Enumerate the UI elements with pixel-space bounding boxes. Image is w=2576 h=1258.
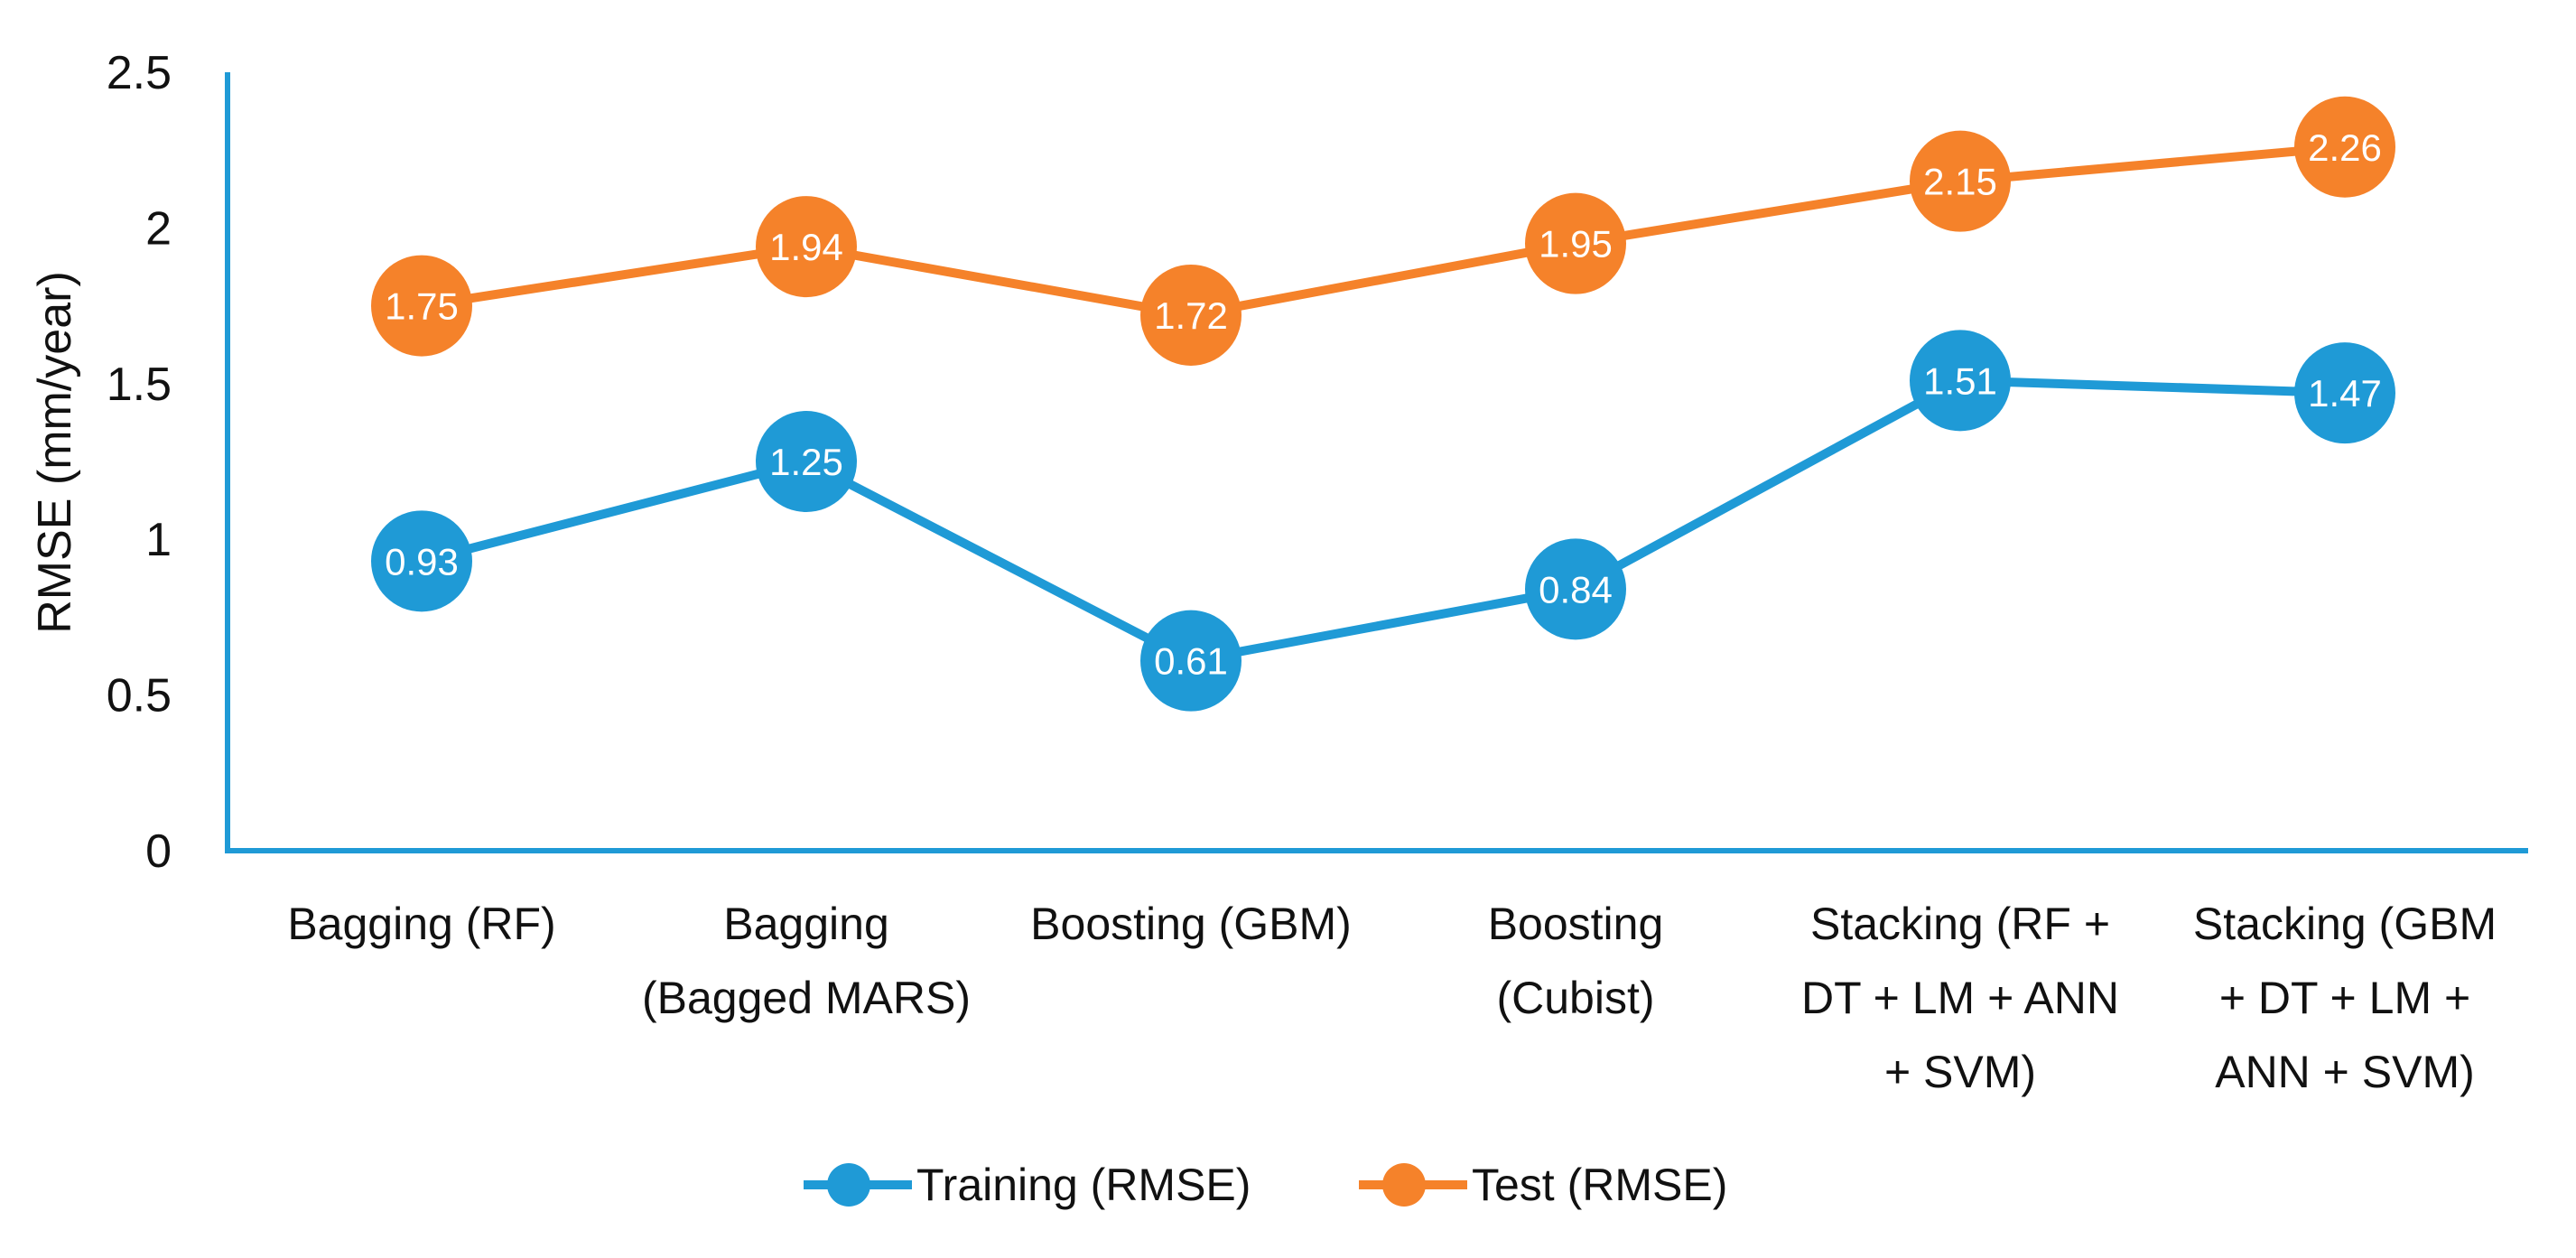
data-label: 0.93 xyxy=(385,540,459,582)
data-label: 1.72 xyxy=(1154,294,1228,337)
data-label: 1.25 xyxy=(769,441,843,483)
legend: Training (RMSE) Test (RMSE) xyxy=(804,1160,1727,1210)
x-tick-label-line: DT + LM + ANN xyxy=(1801,973,2119,1023)
data-point xyxy=(1140,264,1242,366)
x-tick-label-line: Boosting xyxy=(1488,899,1664,949)
data-label: 0.61 xyxy=(1154,640,1228,683)
x-tick-label-line: Stacking (GBM xyxy=(2193,899,2497,949)
series-layer: 0.93 1.25 0.61 0.84 1.51 1.47 1.75 1.94 1.72 1.95… xyxy=(371,96,2395,712)
series-line xyxy=(417,142,2349,320)
data-label: 1.51 xyxy=(1923,359,1997,402)
x-tick-label-line: ANN + SVM) xyxy=(2215,1047,2475,1097)
x-tick-label: Bagging (Bagged MARS) xyxy=(642,899,971,1023)
x-tick-label-line: (Bagged MARS) xyxy=(642,973,971,1023)
series-training-rmse: 0.93 1.25 0.61 0.84 1.51 1.47 xyxy=(371,330,2395,712)
y-tick-label: 1 xyxy=(145,514,172,566)
data-label: 1.94 xyxy=(769,226,843,268)
x-tick-label-line: Boosting (GBM) xyxy=(1030,899,1352,949)
data-point xyxy=(1910,330,2011,432)
x-tick-label-line: Bagging xyxy=(723,899,889,949)
y-tick-label: 0.5 xyxy=(107,670,172,722)
data-point xyxy=(2294,342,2395,444)
x-tick-label: Bagging (RF) xyxy=(287,899,555,949)
data-label: 0.84 xyxy=(1539,568,1613,610)
x-tick-label: Boosting (Cubist) xyxy=(1488,899,1664,1023)
legend-marker xyxy=(827,1163,870,1207)
legend-marker xyxy=(1382,1163,1426,1207)
y-tick-label: 2 xyxy=(145,202,172,255)
data-point xyxy=(371,255,472,357)
x-tick-label-line: + DT + LM + xyxy=(2219,973,2470,1023)
legend-label: Training (RMSE) xyxy=(916,1160,1251,1210)
axes: 0 0.5 1 1.5 2 2.5 RMSE (mm/year) Bagging (RF) Ba… xyxy=(29,47,2528,1097)
data-label: 2.15 xyxy=(1923,161,1997,203)
data-point xyxy=(756,196,857,298)
data-point xyxy=(1525,538,1626,640)
x-tick-label: Boosting (GBM) xyxy=(1030,899,1352,949)
data-label: 2.26 xyxy=(2308,126,2382,169)
data-label: 1.47 xyxy=(2308,372,2382,415)
x-tick-label-line: Bagging (RF) xyxy=(287,899,555,949)
data-label: 1.75 xyxy=(385,285,459,328)
x-tick-label: Stacking (GBM + DT + LM + ANN + SVM) xyxy=(2193,899,2497,1097)
y-axis-title: RMSE (mm/year) xyxy=(29,271,81,634)
data-point xyxy=(2294,96,2395,198)
data-point xyxy=(1140,610,1242,712)
series-line xyxy=(417,376,2349,666)
legend-item: Test (RMSE) xyxy=(1359,1160,1727,1210)
x-tick-label-line: + SVM) xyxy=(1884,1047,2036,1097)
y-tick-label: 2.5 xyxy=(107,47,172,99)
legend-item: Training (RMSE) xyxy=(804,1160,1251,1210)
y-tick-label: 0 xyxy=(145,825,172,878)
x-tick-label-line: (Cubist) xyxy=(1496,973,1654,1023)
y-tick-label: 1.5 xyxy=(107,359,172,411)
series-test-rmse: 1.75 1.94 1.72 1.95 2.15 2.26 xyxy=(371,96,2395,366)
data-point xyxy=(371,510,472,612)
data-point xyxy=(1525,192,1626,294)
data-point xyxy=(1910,130,2011,232)
data-label: 1.95 xyxy=(1539,223,1613,266)
x-tick-label-line: Stacking (RF + xyxy=(1810,899,2110,949)
data-point xyxy=(756,411,857,512)
x-tick-label: Stacking (RF + DT + LM + ANN + SVM) xyxy=(1801,899,2119,1097)
legend-label: Test (RMSE) xyxy=(1472,1160,1727,1210)
